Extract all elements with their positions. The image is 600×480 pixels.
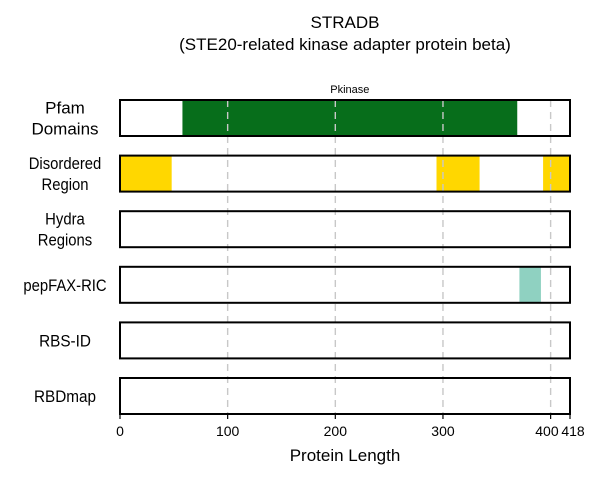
track-frame: RBS-ID xyxy=(39,321,571,360)
x-tick-label: 100 xyxy=(216,423,240,439)
track-frame: Hydra Regions xyxy=(38,210,571,250)
track-border xyxy=(119,210,571,249)
row-label: RBDmap xyxy=(34,387,96,406)
track-border xyxy=(119,99,571,137)
track-frame: Disordered Region xyxy=(29,154,571,194)
track-segment xyxy=(543,155,570,192)
track-border xyxy=(119,154,571,193)
row-label: pepFAX-RIC xyxy=(23,277,106,295)
track-segment xyxy=(182,100,518,136)
x-axis: Pfam Domains Disordered Region Hydra Regions p… xyxy=(23,99,585,440)
x-axis-label: Protein Length xyxy=(290,446,401,465)
row-label: Region xyxy=(41,176,88,194)
track-border xyxy=(119,377,571,415)
track-segment xyxy=(519,266,541,303)
grid-lines xyxy=(226,100,552,414)
track-frame: pepFAX-RIC xyxy=(23,265,571,304)
chart-title-line2: (STE20-related kinase adapter protein be… xyxy=(179,35,511,54)
row-label: Domains xyxy=(31,120,98,139)
segment-label: Pkinase xyxy=(330,84,369,96)
track-rows: Pkinase xyxy=(120,84,570,303)
track-frame: RBDmap xyxy=(34,377,571,415)
track-row xyxy=(519,266,541,303)
x-tick-label: 0 xyxy=(116,423,124,439)
track-border xyxy=(119,321,571,360)
chart-title-line1: STRADB xyxy=(311,13,380,32)
x-tick-label: 400 xyxy=(535,423,559,439)
row-label: Disordered xyxy=(29,155,102,173)
track-frame: Pfam Domains xyxy=(31,99,571,139)
track-row xyxy=(120,155,570,192)
row-label: Hydra xyxy=(45,211,85,229)
row-label: Regions xyxy=(38,232,93,250)
track-segment xyxy=(120,155,172,192)
track-segment xyxy=(436,155,480,192)
x-tick-label: 200 xyxy=(324,423,348,439)
track-border xyxy=(119,265,571,304)
track-row: Pkinase xyxy=(182,84,518,136)
row-label: Pfam xyxy=(45,99,85,118)
x-tick-label: 418 xyxy=(561,423,585,439)
row-label: RBS-ID xyxy=(39,332,91,351)
x-tick-label: 300 xyxy=(431,423,455,439)
